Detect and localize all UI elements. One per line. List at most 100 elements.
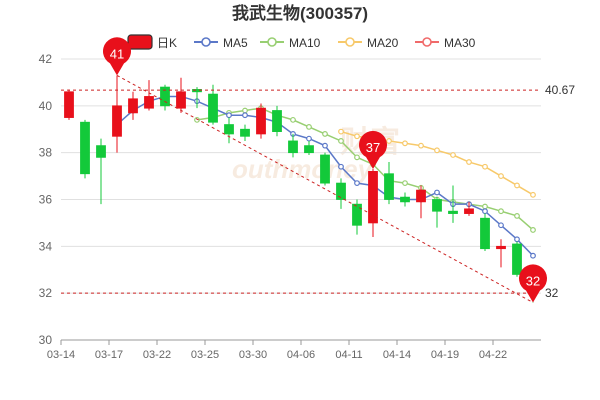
ma20-point bbox=[450, 152, 456, 158]
y-tick-label: 42 bbox=[39, 52, 53, 66]
candle-body bbox=[112, 105, 122, 137]
candle-body bbox=[320, 154, 330, 184]
legend-label: MA20 bbox=[367, 36, 399, 50]
ma20-point bbox=[530, 191, 536, 198]
y-tick-label: 36 bbox=[39, 193, 53, 207]
legend-swatch-dot bbox=[201, 37, 211, 47]
x-tick-label: 03-17 bbox=[95, 349, 123, 361]
price-markers: 41 37 32 bbox=[103, 37, 548, 303]
candles bbox=[64, 75, 538, 303]
ma10-point bbox=[514, 212, 520, 219]
ma10-line bbox=[196, 107, 534, 231]
candle-body bbox=[288, 140, 298, 154]
y-tick-label: 30 bbox=[39, 333, 53, 347]
ma20-point bbox=[386, 138, 392, 144]
legend-swatch-dayk bbox=[127, 34, 153, 50]
y-tick-label: 40 bbox=[39, 99, 53, 113]
reference-label: 40.67 bbox=[545, 83, 575, 97]
reference-lines: 40.67 32 bbox=[61, 74, 575, 303]
candle-body bbox=[400, 196, 410, 203]
ma20-point bbox=[338, 128, 344, 135]
marker-label: 32 bbox=[526, 274, 540, 289]
ma5-point bbox=[498, 222, 504, 229]
ma10-point bbox=[498, 208, 504, 215]
candle-body bbox=[480, 217, 490, 250]
candle-body bbox=[432, 199, 442, 212]
ma20-point bbox=[402, 140, 408, 147]
candle-body bbox=[272, 110, 282, 132]
legend-label: 日K bbox=[157, 36, 177, 50]
marker-pin bbox=[519, 264, 548, 303]
chart-legend: 日K MA5 MA10 MA20 MA30 bbox=[127, 34, 476, 50]
x-tick-label: 03-14 bbox=[47, 349, 75, 361]
y-tick-label: 34 bbox=[39, 239, 53, 253]
reference-label: 32 bbox=[545, 286, 559, 300]
x-tick-label: 04-19 bbox=[431, 349, 459, 361]
candle-body bbox=[224, 124, 234, 135]
ma20-point bbox=[434, 147, 440, 154]
ma10-point bbox=[306, 124, 312, 130]
legend-label: MA30 bbox=[444, 36, 476, 50]
legend-swatch-dot bbox=[345, 37, 355, 47]
plot-axes: 03-14 03-17 03-22 03-25 03-30 04-06 04-11 04-14… bbox=[47, 339, 541, 361]
candle-body bbox=[368, 170, 378, 224]
legend-swatch-dot bbox=[267, 37, 277, 47]
x-tick-label: 03-22 bbox=[143, 349, 171, 361]
x-tick-label: 03-30 bbox=[239, 349, 267, 361]
ma5-point bbox=[242, 112, 248, 119]
ma10-point bbox=[354, 154, 360, 161]
candle-body bbox=[304, 145, 314, 154]
ma5-point bbox=[434, 189, 440, 196]
x-tick-label: 03-25 bbox=[191, 349, 219, 361]
candle-body bbox=[80, 121, 90, 175]
ma5-point bbox=[354, 180, 360, 187]
candle-body bbox=[96, 145, 106, 158]
x-tick-label: 04-14 bbox=[383, 349, 411, 361]
candle-body bbox=[240, 128, 250, 137]
candle-body bbox=[64, 91, 74, 118]
ma10-point bbox=[194, 116, 200, 123]
ma5-point bbox=[514, 236, 520, 243]
ma5-point bbox=[306, 135, 312, 142]
y-tick-label: 32 bbox=[39, 286, 53, 300]
candle-body bbox=[160, 86, 170, 107]
ma10-point bbox=[338, 138, 344, 144]
x-tick-label: 04-06 bbox=[287, 349, 315, 361]
candle-body bbox=[464, 208, 474, 214]
ma20-point bbox=[514, 182, 520, 189]
candle-body bbox=[384, 173, 394, 200]
candle-body bbox=[208, 93, 218, 123]
ma20-point bbox=[418, 142, 424, 149]
marker-label: 41 bbox=[110, 46, 124, 61]
candle-body bbox=[256, 107, 266, 135]
ma10-point bbox=[482, 203, 488, 210]
ma5-point bbox=[482, 208, 488, 215]
x-tick-label: 04-11 bbox=[335, 349, 362, 361]
candle-body bbox=[512, 243, 522, 275]
watermark-latin-text: outhmoney bbox=[232, 154, 374, 184]
candle-body bbox=[496, 245, 506, 250]
x-tick-label: 04-22 bbox=[479, 349, 507, 361]
ma20-point bbox=[354, 133, 360, 140]
marker-label: 37 bbox=[366, 140, 380, 155]
trend-line bbox=[116, 74, 534, 303]
ma5-point bbox=[338, 163, 344, 170]
chart-title: 我武生物(300357) bbox=[232, 3, 368, 23]
watermark: 财富 outhmoney bbox=[232, 125, 400, 184]
ma20-point bbox=[498, 173, 504, 179]
ma10-point bbox=[242, 107, 248, 114]
y-tick-label: 38 bbox=[39, 146, 53, 160]
candle-body bbox=[144, 96, 154, 109]
ma10-point bbox=[322, 131, 328, 137]
legend-label: MA5 bbox=[223, 36, 248, 50]
ma5-point bbox=[322, 142, 328, 149]
ma5-point bbox=[226, 112, 232, 119]
candle-body bbox=[336, 182, 346, 200]
marker-pin bbox=[103, 37, 132, 76]
ma10-point bbox=[402, 180, 408, 187]
ma10-point bbox=[290, 116, 296, 123]
ma20-point bbox=[466, 159, 472, 165]
ma5-point bbox=[530, 252, 536, 259]
candle-body bbox=[352, 203, 362, 226]
